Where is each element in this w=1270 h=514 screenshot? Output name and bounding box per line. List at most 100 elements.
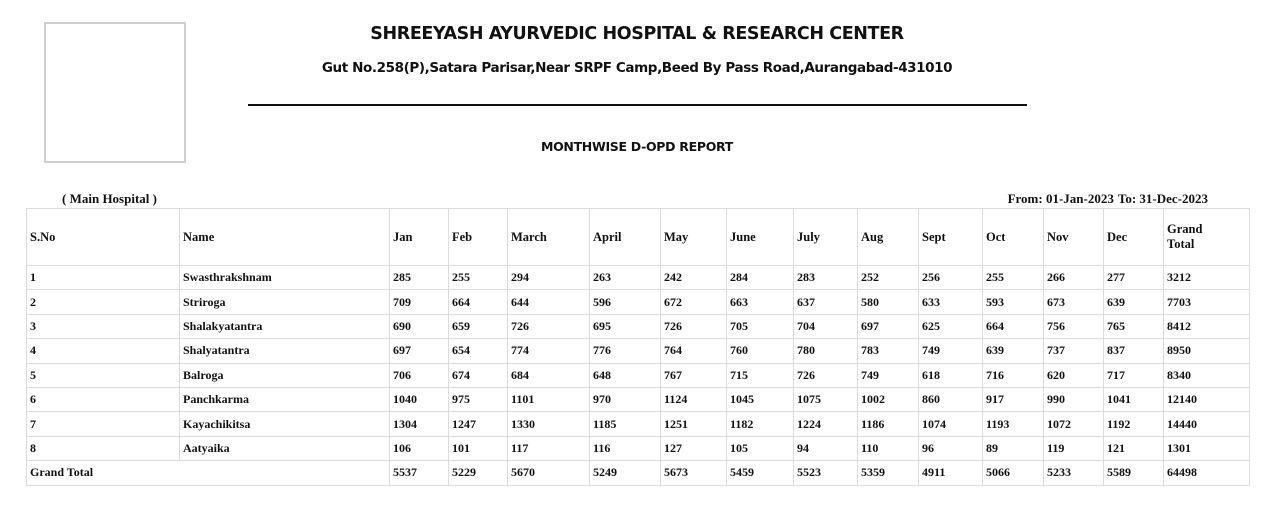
month-value-cell: 596 — [589, 289, 661, 315]
month-value-cell: 1186 — [857, 411, 919, 437]
col-header-month: May — [660, 208, 727, 266]
col-header-month: Aug — [857, 208, 919, 266]
month-value-cell: 764 — [660, 338, 727, 364]
grand-total-month-cell: 5459 — [726, 460, 794, 486]
col-header-sno: S.No — [26, 208, 180, 266]
month-value-cell: 644 — [507, 289, 590, 315]
month-value-cell: 648 — [589, 362, 661, 388]
report-table: S.No Name Jan Feb March April May June J… — [26, 208, 1250, 486]
col-header-month: March — [507, 208, 590, 266]
month-value-cell: 664 — [448, 289, 508, 315]
month-value-cell: 672 — [660, 289, 727, 315]
row-total-cell: 8412 — [1163, 313, 1250, 340]
month-value-cell: 266 — [1043, 264, 1104, 291]
grand-total-label: Grand Total — [26, 460, 390, 486]
month-value-cell: 94 — [793, 435, 858, 462]
month-value-cell: 765 — [1103, 313, 1164, 340]
month-value-cell: 767 — [660, 362, 727, 388]
month-value-cell: 593 — [982, 289, 1044, 315]
table-row: 3 Shalakyatantra 690 659 726 695 726 705 704 697 6… — [26, 313, 1250, 340]
serial-cell: 6 — [26, 386, 180, 413]
date-to: To: 31-Dec-2023 — [1117, 191, 1208, 206]
month-value-cell: 117 — [507, 435, 590, 462]
month-value-cell: 664 — [982, 313, 1044, 340]
month-value-cell: 1304 — [389, 411, 449, 437]
month-value-cell: 1224 — [793, 411, 858, 437]
month-value-cell: 1074 — [918, 411, 983, 437]
month-value-cell: 737 — [1043, 338, 1104, 364]
table-header-row: S.No Name Jan Feb March April May June J… — [26, 208, 1250, 266]
month-value-cell: 663 — [726, 289, 794, 315]
month-value-cell: 242 — [660, 264, 727, 291]
month-value-cell: 716 — [982, 362, 1044, 388]
month-value-cell: 580 — [857, 289, 919, 315]
table-row: 2 Striroga 709 664 644 596 672 663 637 580 633 593 6… — [26, 289, 1250, 315]
grand-total-month-cell: 5589 — [1103, 460, 1164, 486]
col-header-name: Name — [179, 208, 390, 266]
month-value-cell: 633 — [918, 289, 983, 315]
table-row: 8 Aatyaika 106 101 117 116 127 105 94 110 96 89 119 1… — [26, 435, 1250, 462]
month-value-cell: 1040 — [389, 386, 449, 413]
month-value-cell: 970 — [589, 386, 661, 413]
header-divider — [248, 104, 1027, 106]
col-header-grand-total: Grand Total — [1163, 208, 1250, 266]
row-total-cell: 3212 — [1163, 264, 1250, 291]
month-value-cell: 1002 — [857, 386, 919, 413]
month-value-cell: 119 — [1043, 435, 1104, 462]
month-value-cell: 1192 — [1103, 411, 1164, 437]
serial-cell: 3 — [26, 313, 180, 340]
serial-cell: 2 — [26, 289, 180, 315]
month-value-cell: 776 — [589, 338, 661, 364]
month-value-cell: 695 — [589, 313, 661, 340]
month-value-cell: 1124 — [660, 386, 727, 413]
col-header-month: Dec — [1103, 208, 1164, 266]
report-title: MONTHWISE D-OPD REPORT — [540, 139, 734, 154]
grand-total-month-cell: 5066 — [982, 460, 1044, 486]
col-header-month: July — [793, 208, 858, 266]
hospital-address: Gut No.258(P),Satara Parisar,Near SRPF C… — [321, 60, 953, 76]
month-value-cell: 709 — [389, 289, 449, 315]
grand-total-overall-cell: 64498 — [1163, 460, 1250, 486]
month-value-cell: 749 — [918, 338, 983, 364]
month-value-cell: 255 — [982, 264, 1044, 291]
date-from: From: 01-Jan-2023 — [1007, 191, 1114, 206]
month-value-cell: 673 — [1043, 289, 1104, 315]
month-value-cell: 726 — [660, 313, 727, 340]
month-value-cell: 96 — [918, 435, 983, 462]
month-value-cell: 277 — [1103, 264, 1164, 291]
department-name-cell: Shalakyatantra — [179, 313, 390, 340]
month-value-cell: 1251 — [660, 411, 727, 437]
branch-label: ( Main Hospital ) — [62, 191, 157, 206]
serial-cell: 1 — [26, 264, 180, 291]
month-value-cell: 110 — [857, 435, 919, 462]
department-name-cell: Striroga — [179, 289, 390, 315]
month-value-cell: 639 — [1103, 289, 1164, 315]
row-total-cell: 14440 — [1163, 411, 1250, 437]
month-value-cell: 89 — [982, 435, 1044, 462]
table-row: 4 Shalyatantra 697 654 774 776 764 760 780 783 749… — [26, 338, 1250, 364]
month-value-cell: 783 — [857, 338, 919, 364]
table-row: 1 Swasthrakshnam 285 255 294 263 242 284 283 252 2… — [26, 264, 1250, 291]
col-header-month: Feb — [448, 208, 508, 266]
grand-total-month-cell: 5670 — [507, 460, 590, 486]
serial-cell: 5 — [26, 362, 180, 388]
grand-total-row: Grand Total 5537 5229 5670 5249 5673 5459 5523 5… — [26, 460, 1250, 486]
row-total-cell: 8950 — [1163, 338, 1250, 364]
month-value-cell: 690 — [389, 313, 449, 340]
month-value-cell: 1045 — [726, 386, 794, 413]
month-value-cell: 837 — [1103, 338, 1164, 364]
month-value-cell: 106 — [389, 435, 449, 462]
grand-total-month-cell: 5537 — [389, 460, 449, 486]
month-value-cell: 1072 — [1043, 411, 1104, 437]
month-value-cell: 780 — [793, 338, 858, 364]
col-header-month: Sept — [918, 208, 983, 266]
month-value-cell: 105 — [726, 435, 794, 462]
month-value-cell: 294 — [507, 264, 590, 291]
row-total-cell: 12140 — [1163, 386, 1250, 413]
month-value-cell: 284 — [726, 264, 794, 291]
col-header-month: Oct — [982, 208, 1044, 266]
department-name-cell: Shalyatantra — [179, 338, 390, 364]
grand-total-month-cell: 5523 — [793, 460, 858, 486]
hospital-logo-placeholder — [44, 22, 186, 163]
row-total-cell: 7703 — [1163, 289, 1250, 315]
